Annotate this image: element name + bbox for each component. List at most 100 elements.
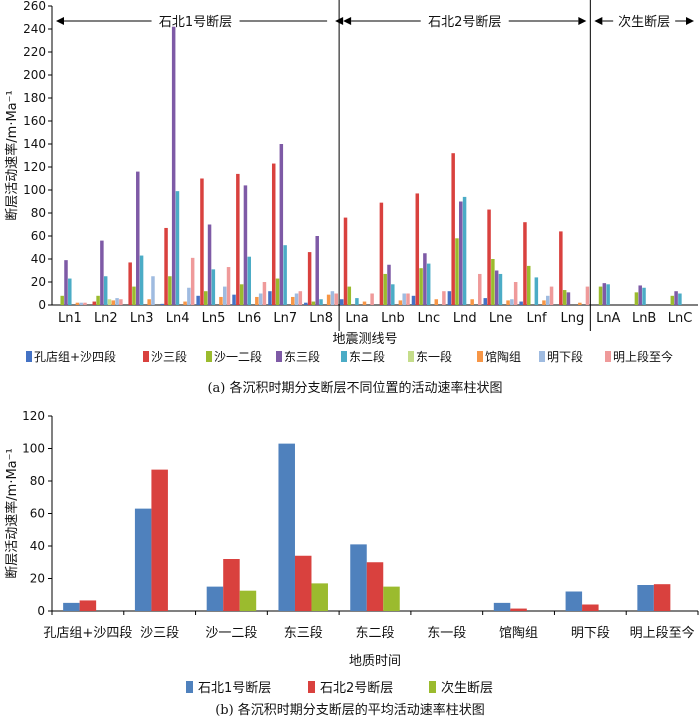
bar [638,285,642,305]
bar [598,286,603,305]
bar [103,276,108,305]
bar [319,299,323,305]
fault-group-label: 石北2号断层 [428,15,501,30]
x-tick-label: LnA [596,311,620,326]
chart-b: 0 20 40 60 80 100 120 断层活动速率/m·Ma⁻¹ 孔店组+沙四段 沙三段 沙一… [4,409,699,718]
bar [183,301,187,305]
bar [139,255,144,305]
bar [513,282,518,305]
bar [582,604,599,611]
bar [383,586,400,611]
bar [362,301,367,305]
x-axis-label: 地质时间 [349,654,401,669]
bar [523,222,527,305]
bar [226,267,231,305]
bar [63,602,80,611]
bar [387,264,391,305]
legend-label: 石北2号断层 [320,681,393,696]
bar [304,302,308,305]
bar [459,201,463,305]
bar [239,284,244,305]
bar [678,293,682,305]
bar [134,508,152,611]
bar [283,245,287,305]
x-tick-label: Ln5 [202,311,226,326]
bar [315,236,319,305]
bar [494,270,499,305]
y-tick-label: 160 [23,114,46,128]
bar [534,277,539,305]
bar [160,303,165,305]
bar [236,173,240,305]
x-tick-label: Lne [489,311,512,326]
bar [271,163,276,305]
y-tick-label: 60 [30,507,45,521]
bar [196,295,200,305]
bar [298,291,303,305]
bar [128,262,132,305]
bar [147,299,151,305]
bar [549,286,554,305]
bar [347,286,352,305]
bar [653,584,671,611]
legend-swatch [341,351,347,362]
bar [258,293,263,305]
bar [311,301,316,305]
fault-group-label: 次生断层 [618,14,670,30]
group-arrow-left [335,17,344,25]
y-tick-label: 0 [38,298,46,312]
legend-swatch [477,351,483,362]
chart-caption: (b) 各沉积时期分支断层的平均活动速率柱状图 [215,702,485,718]
bar [498,273,503,305]
y-tick-label: 120 [22,409,45,423]
bar [447,291,452,305]
x-tick-label: Lnd [453,311,477,326]
bar [634,292,639,305]
x-tick-label: 明上段至今 [630,625,695,641]
bar [350,544,367,611]
x-tick-label: 沙一二段 [205,626,257,641]
bar [307,252,312,305]
bar [355,298,359,305]
legend-swatch [276,351,282,362]
bar [79,302,83,305]
bar [247,256,251,305]
legend-label: 石北1号断层 [198,681,271,696]
x-tick-label: 东二段 [355,626,394,641]
group-arrow-left [343,17,352,25]
legend-label: 馆陶组 [485,349,521,364]
y-tick-label: 140 [23,137,46,151]
bar [79,600,97,611]
bar [64,260,68,305]
x-tick-label: LnB [632,311,656,326]
y-tick-label: 80 [30,474,45,488]
bar [262,282,267,305]
bar [111,300,116,305]
bar [290,296,295,305]
bar [674,291,678,305]
bar [115,298,119,305]
legend-label: 次生断层 [441,680,493,696]
legend-swatch [186,681,193,693]
bar [339,299,344,305]
y-tick-label: 20 [30,572,45,586]
bar [411,295,416,305]
legend-label: 东三段 [284,349,320,364]
y-axis-label: 断层活动速率/m·Ma⁻¹ [4,90,20,220]
bar [107,299,112,305]
bar [602,283,607,305]
bar [279,144,284,305]
bar [366,562,384,611]
bar [578,302,582,305]
bar [419,268,423,305]
bar [510,608,527,611]
bar [268,291,272,305]
bar [204,291,208,305]
bar [415,193,420,305]
x-tick-label: Ln3 [130,311,154,326]
legend-swatch [26,351,32,362]
bar [168,276,172,305]
x-tick-label: Lnf [526,311,546,326]
x-tick-label: Ln8 [309,311,333,326]
bar [175,191,180,305]
